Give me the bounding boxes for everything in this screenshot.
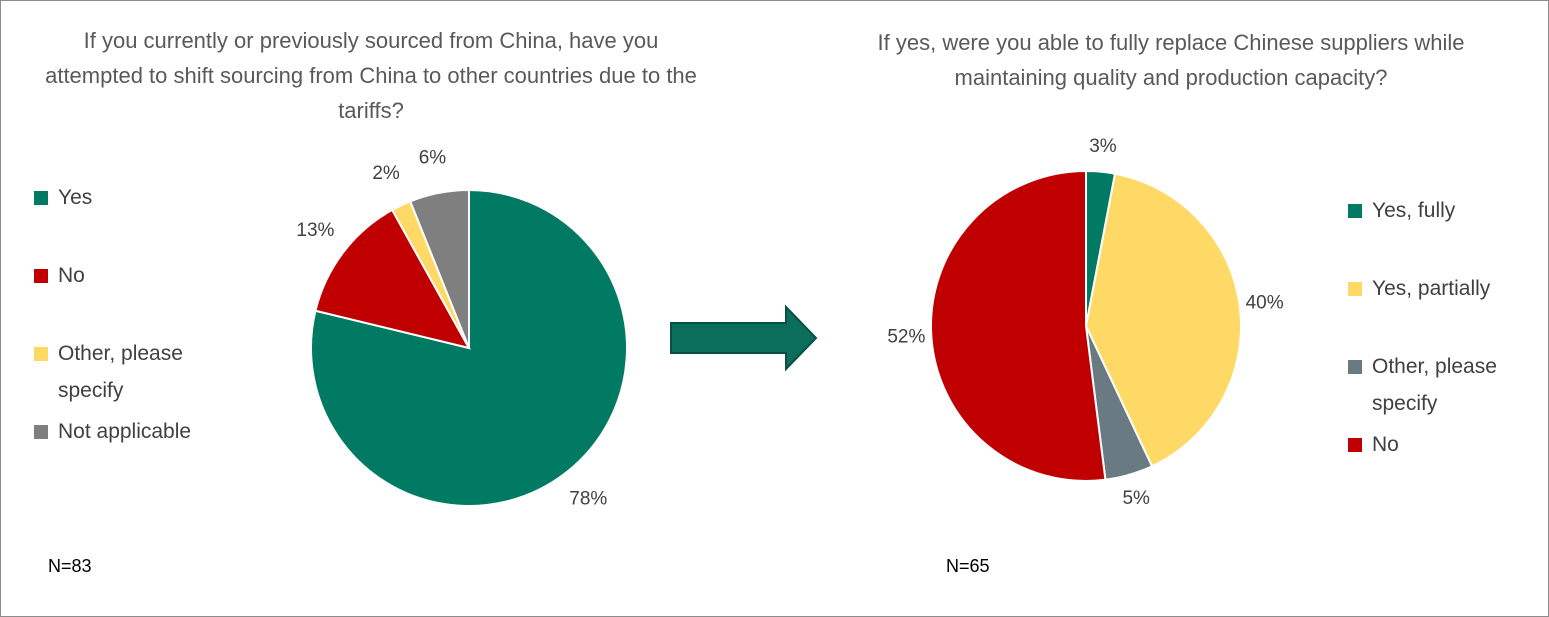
legend-swatch — [34, 269, 48, 283]
legend-swatch — [34, 425, 48, 439]
chart-title: If yes, were you able to fully replace C… — [877, 30, 1465, 90]
data-label: 40% — [1246, 292, 1284, 313]
data-label: 3% — [1089, 136, 1117, 157]
pie-slice — [314, 208, 471, 350]
legend-label: Other, please specify — [1372, 355, 1497, 415]
legend-label: Yes, partially — [1372, 277, 1491, 300]
legend-swatch — [1348, 438, 1362, 452]
data-label: 2% — [372, 163, 400, 184]
sample-size: N=83 — [48, 556, 92, 576]
legend-item: No — [34, 257, 248, 294]
legend-swatch — [34, 347, 48, 361]
legend-item: Other, please specify — [34, 335, 248, 409]
arrow — [670, 304, 818, 372]
legend-swatch — [1348, 204, 1362, 218]
data-label: 5% — [1122, 488, 1150, 509]
legend-label: Yes, fully — [1372, 199, 1456, 222]
legend-label: No — [58, 264, 85, 287]
data-label: 52% — [887, 326, 925, 347]
legend-label: Yes — [58, 186, 93, 209]
legend-label: No — [1372, 433, 1399, 456]
data-label: 13% — [296, 220, 334, 241]
data-label: 78% — [569, 489, 607, 510]
legend-label: Not applicable — [58, 420, 192, 443]
legend-swatch — [1348, 360, 1362, 374]
legend: Yes No Other, please specify Not applicable — [34, 179, 248, 491]
legend-item: No — [1348, 426, 1548, 463]
legend-item: Yes — [34, 179, 248, 216]
pie-slice — [1084, 172, 1242, 468]
pie-slice — [930, 169, 1107, 482]
legend-swatch — [1348, 282, 1362, 296]
pie-slice — [408, 188, 470, 349]
legend-item: Yes, fully — [1348, 192, 1548, 229]
legend-label: Other, please specify — [58, 342, 183, 402]
legend-item: Yes, partially — [1348, 270, 1548, 307]
chart-title: If you currently or previously sourced f… — [45, 28, 697, 123]
legend: Yes, fully Yes, partially Other, please sp… — [1348, 192, 1548, 504]
legend-swatch — [34, 191, 48, 205]
sample-size: N=65 — [946, 556, 990, 576]
legend-item: Not applicable — [34, 413, 248, 450]
legend-item: Other, please specify — [1348, 348, 1548, 422]
data-label: 6% — [419, 148, 447, 169]
